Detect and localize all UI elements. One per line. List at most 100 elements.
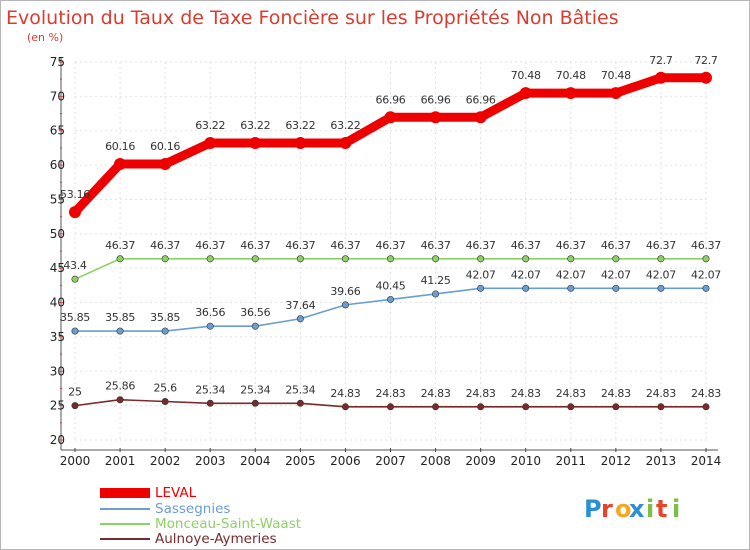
- data-label-sassegnies: 36.56: [240, 306, 270, 319]
- data-label-monceau-saint-waast: 46.37: [421, 239, 451, 252]
- data-label-sassegnies: 42.07: [511, 268, 541, 281]
- data-label-monceau-saint-waast: 46.37: [330, 239, 360, 252]
- data-label-aulnoye-aymeries: 25.34: [195, 383, 225, 396]
- y-tick-label: 55: [50, 192, 65, 206]
- data-label-sassegnies: 35.85: [105, 311, 135, 324]
- x-tick-label: 2004: [240, 454, 271, 468]
- point-leval: [700, 71, 712, 84]
- y-tick-label: 75: [50, 55, 65, 69]
- data-label-monceau-saint-waast: 46.37: [466, 239, 496, 252]
- point-leval: [654, 71, 667, 84]
- y-tick-label: 65: [50, 124, 65, 138]
- point-aulnoye-aymeries: [116, 396, 124, 404]
- y-tick-label: 70: [50, 89, 65, 103]
- legend: LEVAL Sassegnies Monceau-Saint-Waast Aul…: [100, 485, 301, 547]
- point-monceau-saint-waast: [161, 255, 169, 263]
- point-monceau-saint-waast: [386, 255, 394, 263]
- point-monceau-saint-waast: [567, 255, 575, 263]
- data-label-aulnoye-aymeries: 24.83: [556, 387, 586, 400]
- data-labels: 25 25.86 25.6 25.34 25.34 25.34 24.83 24.83 24.8…: [60, 54, 722, 400]
- point-leval: [519, 87, 532, 100]
- data-label-aulnoye-aymeries: 25.6: [153, 382, 177, 395]
- data-label-monceau-saint-waast: 46.37: [195, 239, 225, 252]
- data-label-leval: 60.16: [105, 140, 135, 153]
- data-label-monceau-saint-waast: 46.37: [240, 239, 270, 252]
- x-tick-label: 2002: [150, 454, 181, 468]
- data-label-monceau-saint-waast: 46.37: [691, 239, 721, 252]
- chart-title: Evolution du Taux de Taxe Foncière sur l…: [6, 7, 619, 29]
- legend-label-sassegnies: Sassegnies: [155, 501, 230, 517]
- x-tick-label: 2013: [646, 454, 677, 468]
- point-leval: [339, 136, 352, 149]
- data-label-aulnoye-aymeries: 24.83: [646, 387, 676, 400]
- data-label-sassegnies: 35.85: [150, 311, 180, 324]
- logo-letter: o: [615, 495, 632, 523]
- point-aulnoye-aymeries: [522, 403, 530, 411]
- point-sassegnies: [657, 284, 665, 292]
- point-sassegnies: [477, 284, 485, 292]
- data-label-sassegnies: 35.85: [60, 311, 90, 324]
- point-monceau-saint-waast: [296, 255, 304, 263]
- data-label-monceau-saint-waast: 46.37: [285, 239, 315, 252]
- data-label-sassegnies: 40.45: [376, 279, 406, 292]
- point-aulnoye-aymeries: [296, 399, 304, 407]
- data-label-sassegnies: 41.25: [421, 274, 451, 287]
- x-tick-label: 2007: [375, 454, 406, 468]
- point-sassegnies: [296, 315, 304, 323]
- data-label-aulnoye-aymeries: 25: [68, 386, 82, 399]
- point-sassegnies: [251, 322, 259, 330]
- point-sassegnies: [612, 284, 620, 292]
- data-label-monceau-saint-waast: 46.37: [105, 239, 135, 252]
- data-label-aulnoye-aymeries: 24.83: [601, 387, 631, 400]
- logo-letter: t: [656, 495, 667, 523]
- series-line-sassegnies: [74, 287, 707, 332]
- point-aulnoye-aymeries: [251, 399, 259, 407]
- data-label-leval: 72.7: [649, 54, 673, 67]
- point-leval: [429, 111, 442, 124]
- legend-label-monceau-saint-waast: Monceau-Saint-Waast: [155, 516, 301, 532]
- y-tick-label: 25: [50, 399, 65, 413]
- point-sassegnies: [161, 327, 169, 335]
- y-tick-label: 45: [50, 261, 65, 275]
- x-tick-label: 2001: [105, 454, 136, 468]
- point-leval: [564, 87, 577, 100]
- data-label-leval: 70.48: [601, 69, 631, 82]
- point-monceau-saint-waast: [432, 255, 440, 263]
- point-monceau-saint-waast: [702, 255, 710, 263]
- point-leval: [69, 206, 81, 219]
- data-label-leval: 63.22: [195, 119, 225, 132]
- point-monceau-saint-waast: [612, 255, 620, 263]
- point-monceau-saint-waast: [477, 255, 485, 263]
- point-aulnoye-aymeries: [341, 403, 349, 411]
- data-label-monceau-saint-waast: 46.37: [511, 239, 541, 252]
- point-monceau-saint-waast: [341, 255, 349, 263]
- data-label-leval: 70.48: [556, 69, 586, 82]
- point-aulnoye-aymeries: [432, 403, 440, 411]
- data-label-leval: 53.16: [60, 188, 90, 201]
- logo-letter: x: [629, 495, 645, 523]
- chart-subtitle: (en %): [27, 31, 63, 44]
- point-sassegnies: [567, 284, 575, 292]
- data-label-aulnoye-aymeries: 25.34: [240, 383, 270, 396]
- point-sassegnies: [522, 284, 530, 292]
- point-sassegnies: [432, 290, 440, 298]
- data-label-leval: 63.22: [240, 119, 270, 132]
- point-monceau-saint-waast: [206, 255, 214, 263]
- point-sassegnies: [116, 327, 124, 335]
- data-label-leval: 60.16: [150, 140, 180, 153]
- x-tick-label: 2006: [330, 454, 361, 468]
- point-monceau-saint-waast: [522, 255, 530, 263]
- data-label-sassegnies: 42.07: [466, 268, 496, 281]
- point-leval: [159, 157, 172, 170]
- data-label-leval: 72.7: [694, 54, 718, 67]
- data-label-sassegnies: 42.07: [556, 268, 586, 281]
- y-tick-label: 40: [50, 296, 65, 310]
- data-label-aulnoye-aymeries: 25.86: [105, 380, 135, 393]
- point-monceau-saint-waast: [657, 255, 665, 263]
- point-monceau-saint-waast: [251, 255, 259, 263]
- data-label-monceau-saint-waast: 46.37: [556, 239, 586, 252]
- data-label-aulnoye-aymeries: 24.83: [691, 387, 721, 400]
- logo-letter: i: [672, 495, 680, 523]
- data-label-sassegnies: 37.64: [285, 299, 315, 312]
